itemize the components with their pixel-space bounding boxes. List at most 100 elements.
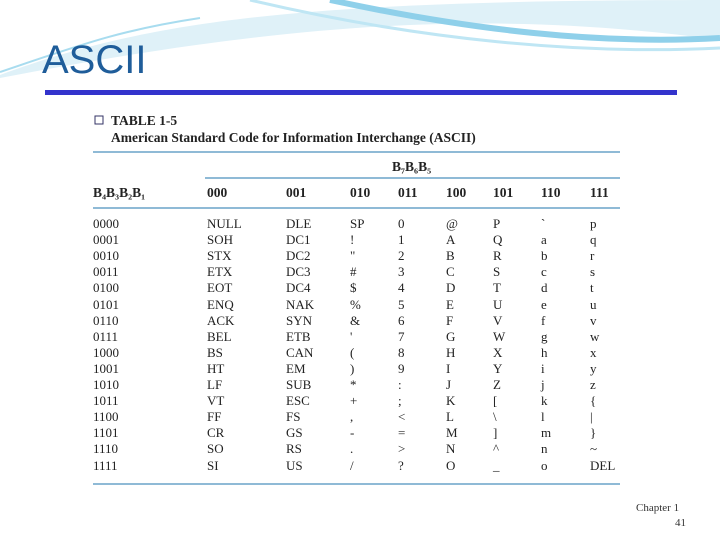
cell: / — [350, 457, 354, 473]
row-code: 1101 — [93, 425, 119, 441]
cell: c — [541, 264, 547, 280]
cell: NULL — [207, 216, 242, 231]
cell: 0 — [398, 216, 405, 231]
cell: J — [446, 377, 452, 392]
cell: ACK — [207, 312, 235, 328]
table-caption: American Standard Code for Information I… — [111, 130, 476, 145]
cell: Z — [493, 377, 501, 392]
cell: F — [446, 312, 454, 328]
cell: ETX — [207, 264, 233, 280]
cell: FS — [286, 409, 301, 425]
cell: STX — [207, 248, 232, 264]
cell: RS — [286, 441, 302, 457]
row-code: 0110 — [93, 312, 119, 328]
cell: ' — [350, 328, 353, 344]
cell: SO — [207, 441, 224, 457]
cell: GS — [286, 425, 303, 441]
cell: e — [541, 296, 547, 312]
swoosh — [0, 17, 201, 73]
cell: Q — [493, 232, 503, 248]
cell: n — [541, 441, 548, 457]
cell: u — [590, 296, 597, 312]
cell: CAN — [286, 344, 314, 360]
cell: SOH — [207, 232, 234, 248]
cell: NAK — [286, 296, 315, 312]
cell: h — [541, 344, 548, 360]
cell: 6 — [398, 312, 405, 328]
cell: * — [350, 377, 357, 392]
cell: LF — [207, 377, 223, 392]
cell: t — [590, 280, 594, 296]
cell: ) — [350, 360, 355, 376]
cell: = — [398, 425, 406, 441]
cell: P — [493, 216, 501, 231]
cell: ~ — [590, 441, 598, 457]
cell: C — [446, 264, 455, 280]
row-code: 1001 — [93, 360, 119, 376]
cell: B — [446, 248, 455, 264]
cell: H — [446, 344, 456, 360]
cell: U — [493, 296, 503, 312]
cell: 4 — [398, 280, 405, 296]
cell: BS — [207, 344, 223, 360]
cell: 3 — [398, 264, 405, 280]
cell: p — [590, 216, 597, 231]
cell: _ — [493, 457, 500, 473]
cell: SI — [207, 457, 219, 473]
cell: ; — [398, 393, 402, 409]
cell: SUB — [286, 377, 312, 392]
cell: ETB — [286, 328, 311, 344]
cell: @ — [446, 216, 458, 231]
cell: j — [541, 377, 545, 392]
cell: 1 — [398, 232, 405, 248]
cell: a — [541, 232, 547, 248]
cell: w — [590, 328, 600, 344]
cell: DC2 — [286, 248, 311, 264]
row-code: 0101 — [93, 296, 119, 312]
cell: SP — [350, 216, 365, 231]
cell: f — [541, 312, 546, 328]
cell: SYN — [286, 312, 313, 328]
cell: . — [350, 441, 354, 457]
cell: 8 — [398, 344, 405, 360]
slide-title: ASCII — [42, 38, 147, 82]
cell: V — [493, 312, 503, 328]
cell: y — [590, 360, 597, 376]
cell: g — [541, 328, 548, 344]
cell: US — [286, 457, 303, 473]
cell: " — [350, 248, 356, 264]
row-code: 0010 — [93, 248, 119, 264]
row-code: 0011 — [93, 264, 119, 280]
cell: b — [541, 248, 548, 264]
cell: DC4 — [286, 280, 311, 296]
cell: + — [350, 393, 358, 409]
cell: D — [446, 280, 456, 296]
cell: \ — [493, 409, 497, 425]
cell: EM — [286, 360, 306, 376]
cell: K — [446, 393, 456, 409]
cell: [ — [493, 393, 498, 409]
cell: EOT — [207, 280, 233, 296]
cell: E — [446, 296, 454, 312]
cell: 2 — [398, 248, 405, 264]
title-bar — [45, 90, 677, 95]
cell: X — [493, 344, 503, 360]
cell: L — [446, 409, 454, 425]
footer-chapter: Chapter 1 — [636, 502, 680, 514]
cell: ENQ — [207, 296, 234, 312]
cell: G — [446, 328, 456, 344]
cell: CR — [207, 425, 225, 441]
cell: } — [590, 425, 597, 441]
cell: > — [398, 441, 406, 457]
column-header: 110 — [541, 185, 561, 200]
column-header: 010 — [350, 185, 371, 200]
cell: z — [590, 377, 596, 392]
cell: 7 — [398, 328, 405, 344]
cell: o — [541, 457, 548, 473]
swoosh — [329, 0, 720, 43]
cell: ] — [493, 425, 498, 441]
cell: W — [493, 328, 506, 344]
column-header: 000 — [207, 185, 228, 200]
